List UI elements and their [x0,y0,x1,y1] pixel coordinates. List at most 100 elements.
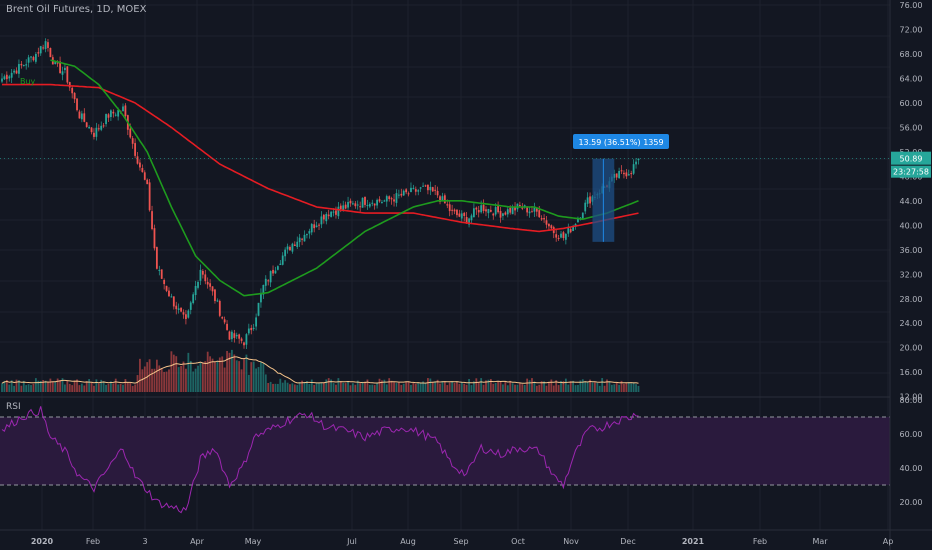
candle-body [480,205,483,213]
candle-body [385,196,388,202]
candle-body [298,237,301,243]
volume-bar [337,378,340,392]
candle-body [521,207,524,209]
price-range-measure[interactable]: 13.59 (36.51%) 1359 [0,134,890,242]
rsi-axis[interactable]: 80.00 60.00 40.00 20.00 [900,396,923,507]
candle-body [80,113,83,120]
candle-body [189,302,192,310]
volume-bar [632,382,635,392]
candle-body [584,202,587,212]
volume-bar [637,385,640,392]
volume-bar [192,371,195,392]
time-tick-label: Feb [753,537,767,546]
rsi-tick-label: 20.00 [900,498,923,507]
candle-body [88,126,91,129]
candle-body [344,204,347,209]
candle-body [255,317,257,327]
rsi-pane-label: RSI [6,402,21,412]
volume-bar [412,382,415,392]
time-axis[interactable]: 2020 Feb 3 Apr May Jul Aug Sep Oct Nov Dec 2021 Feb M… [31,537,893,546]
candle-body [630,173,633,175]
volume-bar [97,383,100,392]
candle-body [177,308,180,310]
measure-label: 13.59 (36.51%) 1359 [578,138,663,147]
volume-bar [211,358,214,392]
candle-body [199,269,202,281]
volume-bar [18,380,20,392]
candle-body [100,125,103,130]
candle-body [623,172,625,175]
volume-bar [405,381,408,392]
volume-bar [218,357,221,392]
volume-bar [25,385,28,392]
candle-body [209,283,212,287]
volume-bar [451,381,454,392]
volume-bar [439,383,441,392]
candle-body [485,209,487,212]
rsi-line [1,406,639,514]
candle-body [424,185,427,187]
candle-body [528,211,531,214]
candle-body [427,184,429,191]
rsi-tick-label: 40.00 [900,464,923,473]
volume-bar [1,383,3,392]
time-tick-label: Feb [86,537,100,546]
volume-bar [267,383,270,392]
candle-body [414,189,417,192]
candle-body [429,186,432,191]
volume-bar [274,383,277,392]
volume-bar [264,374,267,392]
candle-body [395,193,398,203]
candle-body [240,338,243,341]
candle-body [378,199,381,202]
price-tick-label: 44.00 [900,197,923,206]
volume-bar [383,379,386,392]
candle-body [291,243,294,252]
candle-body [473,208,475,218]
candle-body [412,187,415,189]
volume-bar [540,381,543,392]
volume-bar [393,382,395,392]
volume-bar [158,365,161,392]
candle-body [356,204,359,206]
candle-body [272,269,274,274]
volume-bar [322,382,325,392]
candle-body [262,284,265,295]
volume-bar [315,383,318,392]
volume-bar [93,385,95,392]
volume-bar [468,378,470,392]
volume-bar [327,378,330,392]
candle-body [64,67,66,71]
candle-body [354,203,357,207]
volume-bar [136,375,139,392]
rsi-tick-label: 80.00 [900,396,923,405]
volume-bar [407,381,410,392]
candle-body [301,238,303,240]
countdown-tag [891,165,931,178]
candle-body [170,296,173,298]
candle-body [589,196,591,204]
volume-bar [269,381,272,392]
volume-bar [155,359,158,392]
volume-bar [310,379,313,392]
candle-body [393,199,395,202]
candle-body [322,214,325,220]
candle-body [214,289,216,302]
time-tick-label: Sep [453,537,468,546]
candle-body [296,241,299,248]
volume-bar [148,359,151,392]
candle-body [148,182,151,211]
candle-body [550,225,553,229]
volume-bar [119,383,122,392]
volume-bar [175,356,178,392]
volume-bar [165,371,168,392]
volume-bar [209,356,212,392]
volume-bar [429,378,432,392]
price-tick-label: 40.00 [900,221,923,230]
candle-body [201,270,204,275]
time-tick-label: Oct [511,537,525,546]
volume-bar [39,381,42,392]
slow-moving-average-line [2,83,639,233]
time-tick-label: Apr [190,537,205,546]
